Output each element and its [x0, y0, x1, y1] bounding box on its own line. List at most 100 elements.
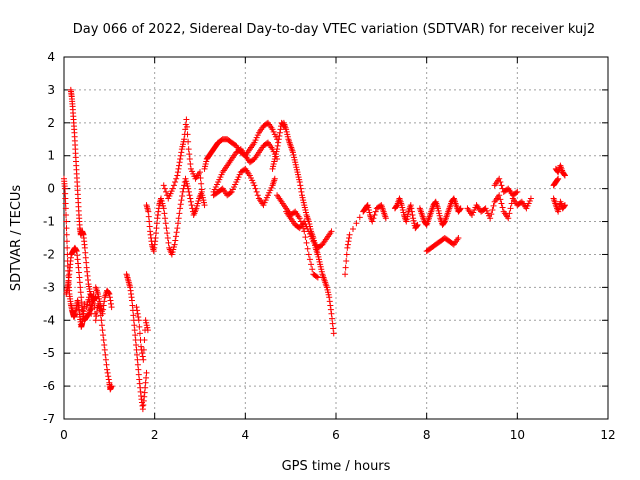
data-point-marker: [506, 210, 513, 217]
data-point-marker: [185, 146, 192, 153]
data-point-marker: [175, 220, 182, 227]
x-tick-label: 2: [151, 428, 159, 442]
y-tick-label: -5: [43, 346, 55, 360]
data-point-marker: [171, 241, 178, 248]
data-point-marker: [173, 229, 180, 236]
y-tick-labels: -7 -6 -5 -4 -3 -2 -1 0 1 2 3 4: [43, 50, 55, 426]
data-point-marker: [300, 225, 307, 232]
data-point-marker: [297, 185, 304, 192]
data-point-marker: [89, 300, 96, 307]
data-point-marker: [185, 185, 192, 192]
data-point-marker: [409, 211, 416, 218]
series-seg-c: [63, 244, 99, 324]
data-point-marker: [554, 176, 561, 183]
series-seg-g: [133, 304, 151, 363]
series-seg-p: [274, 192, 321, 281]
series-seg-w: [550, 195, 568, 215]
data-point-marker: [99, 327, 106, 334]
data-point-marker: [527, 195, 534, 202]
data-point-marker: [105, 373, 112, 380]
data-point-marker: [274, 146, 281, 153]
data-point-marker: [141, 337, 148, 344]
series-seg-s: [416, 195, 464, 228]
data-point-marker: [414, 221, 421, 228]
data-point-marker: [91, 297, 98, 304]
data-point-marker: [201, 202, 208, 209]
data-point-marker: [505, 215, 512, 222]
series-seg-b: [67, 86, 96, 301]
data-point-marker: [327, 302, 334, 309]
data-point-marker: [104, 366, 111, 373]
data-point-marker: [87, 306, 94, 313]
data-point-marker: [176, 159, 183, 166]
data-point-marker: [93, 313, 100, 320]
data-point-marker: [172, 233, 179, 240]
data-point-marker: [346, 231, 353, 238]
data-point-marker: [198, 180, 205, 187]
data-point-marker: [455, 235, 462, 241]
data-point-marker: [181, 136, 188, 143]
data-point-marker: [302, 234, 309, 241]
series-seg-x: [552, 162, 568, 179]
data-point-marker: [326, 298, 333, 305]
x-axis-title: GPS time / hours: [282, 459, 391, 474]
y-tick-label: -3: [43, 280, 55, 294]
data-point-marker: [329, 315, 336, 322]
y-tick-label: 4: [47, 50, 55, 64]
data-point-marker: [178, 197, 185, 204]
data-point-marker: [407, 202, 414, 209]
data-point-marker: [345, 238, 352, 245]
data-point-marker: [314, 274, 321, 281]
data-point-marker: [275, 136, 282, 143]
data-point-marker: [163, 188, 169, 195]
data-point-marker: [179, 193, 186, 200]
data-point-marker: [487, 215, 494, 222]
data-point-marker: [497, 179, 504, 186]
data-point-marker: [102, 356, 109, 363]
data-point-marker: [177, 156, 184, 163]
data-point-marker: [98, 322, 105, 329]
data-point-marker: [103, 361, 110, 368]
y-tick-label: -1: [43, 215, 55, 229]
data-point-marker: [308, 261, 315, 268]
data-point-marker: [370, 215, 377, 222]
data-point-marker: [172, 237, 179, 244]
data-point-marker: [143, 369, 150, 376]
y-tick-label: -6: [43, 379, 55, 393]
data-point-marker: [561, 202, 568, 209]
data-point-marker: [346, 235, 353, 241]
data-point-marker: [188, 202, 195, 209]
data-point-marker: [62, 205, 69, 212]
data-point-marker: [139, 350, 146, 357]
data-point-marker: [161, 185, 168, 192]
data-point-marker: [63, 231, 70, 238]
data-point-marker: [160, 205, 167, 212]
data-point-marker: [162, 220, 169, 227]
data-point-marker: [343, 251, 350, 258]
data-point-marker: [561, 171, 568, 178]
data-point-marker: [185, 138, 192, 145]
data-point-marker: [164, 235, 171, 241]
data-point-marker: [271, 175, 278, 182]
data-point-marker: [498, 200, 505, 207]
x-tick-label: 10: [510, 428, 525, 442]
data-point-marker: [296, 215, 303, 222]
data-point-marker: [186, 151, 193, 158]
y-tick-label: -2: [43, 247, 55, 261]
data-point-marker: [135, 313, 142, 320]
data-point-marker: [100, 302, 107, 309]
series-seg-h: [143, 175, 205, 258]
data-point-marker: [356, 214, 363, 221]
data-point-marker: [134, 310, 141, 317]
data-point-marker: [344, 241, 351, 248]
data-point-marker: [133, 304, 140, 311]
y-tick-label: 1: [47, 149, 55, 163]
data-point-marker: [107, 297, 114, 304]
data-point-marker: [101, 346, 108, 353]
data-point-marker: [561, 202, 568, 209]
y-tick-label: 2: [47, 116, 55, 130]
data-point-marker: [79, 307, 86, 314]
series-seg-i: [160, 116, 208, 209]
data-point-marker: [561, 172, 568, 179]
data-point-marker: [185, 188, 192, 195]
